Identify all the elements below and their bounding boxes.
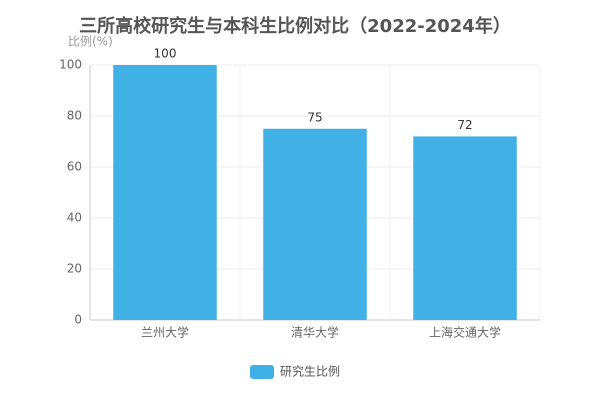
y-tick-label: 100 [59,58,82,72]
y-axis-label: 比例(%) [68,35,113,49]
legend-label: 研究生比例 [280,364,340,379]
bar [413,136,517,320]
data-label: 100 [154,47,177,61]
y-tick-label: 0 [74,313,82,327]
bar [113,65,217,320]
x-tick-label: 上海交通大学 [429,325,501,340]
x-tick-label: 清华大学 [291,325,339,340]
legend-swatch [250,365,274,379]
data-label: 72 [457,118,472,132]
y-tick-label: 80 [67,109,82,123]
bar [263,128,367,320]
y-tick-label: 60 [67,160,82,174]
chart-title: 三所高校研究生与本科生比例对比（2022-2024年） [79,15,511,37]
x-tick-label: 兰州大学 [141,325,189,340]
y-tick-label: 40 [67,211,82,225]
y-tick-label: 20 [67,262,82,276]
data-label: 75 [307,110,322,124]
